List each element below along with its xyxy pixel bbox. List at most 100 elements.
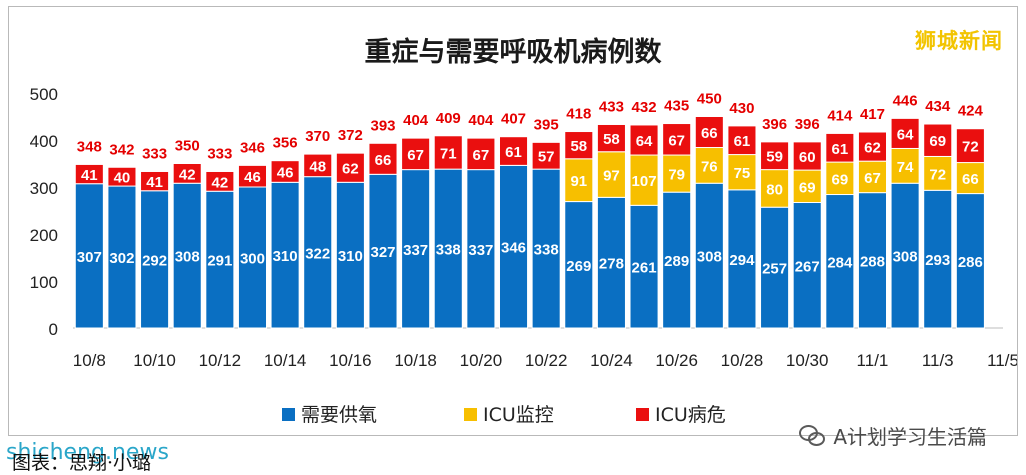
- bar-icu-critical: [955, 128, 985, 164]
- bar-icu-critical: [433, 135, 463, 170]
- bar-icu-critical: [303, 153, 333, 178]
- label-icu-monitor: 75: [734, 165, 751, 182]
- label-oxygen: 293: [925, 252, 950, 269]
- bar-oxygen: [433, 168, 463, 329]
- label-icu-critical: 58: [603, 131, 620, 148]
- label-oxygen: 327: [370, 244, 395, 261]
- bar-oxygen: [498, 164, 529, 329]
- bar-icu-critical: [205, 170, 235, 192]
- label-oxygen: 284: [827, 254, 853, 271]
- bar-icu-critical: [401, 137, 431, 171]
- label-oxygen: 308: [175, 249, 200, 266]
- label-icu-critical: 62: [864, 140, 881, 157]
- label-icu-monitor: 72: [929, 166, 946, 183]
- bar-oxygen: [237, 186, 268, 329]
- label-oxygen: 310: [338, 248, 363, 265]
- x-tick-label: 10/10: [133, 351, 176, 370]
- total-label: 446: [893, 92, 918, 109]
- bar-icu-monitor: [760, 169, 790, 208]
- label-oxygen: 338: [534, 242, 559, 259]
- x-tick-label: 10/16: [329, 351, 372, 370]
- bar-oxygen: [401, 169, 431, 329]
- label-icu-critical: 61: [831, 141, 848, 158]
- bar-oxygen: [727, 189, 757, 329]
- label-oxygen: 302: [109, 250, 134, 267]
- label-oxygen: 307: [77, 249, 102, 266]
- bar-oxygen: [531, 168, 561, 329]
- label-icu-critical: 66: [701, 125, 718, 142]
- bar-oxygen: [760, 206, 790, 329]
- x-tick-label: 10/20: [460, 351, 503, 370]
- legend-oxygen-label: 需要供氧: [301, 404, 377, 426]
- x-tick-label: 10/30: [786, 351, 829, 370]
- bar-icu-critical: [596, 123, 626, 153]
- bar-icu-monitor: [890, 147, 920, 184]
- label-icu-critical: 58: [570, 138, 587, 155]
- label-icu-critical: 61: [734, 133, 751, 150]
- label-icu-monitor: 91: [570, 173, 587, 190]
- total-label: 393: [370, 117, 395, 134]
- chart-svg: 重症与需要呼吸机病例数 0 100 200 300 400 500 307 41 348 302 40…: [30, 37, 1017, 426]
- label-icu-critical: 42: [179, 166, 196, 183]
- label-icu-monitor: 107: [632, 173, 657, 190]
- label-oxygen: 286: [958, 254, 983, 271]
- label-icu-critical: 71: [440, 145, 457, 162]
- total-label: 342: [109, 141, 134, 158]
- site-watermark: shicheng.news: [6, 440, 169, 465]
- bar-icu-monitor: [857, 160, 888, 194]
- label-oxygen: 261: [632, 260, 657, 277]
- label-icu-critical: 48: [309, 158, 326, 175]
- bar-icu-monitor: [923, 155, 953, 191]
- label-icu-critical: 61: [505, 144, 522, 161]
- total-label: 395: [534, 116, 559, 133]
- label-icu-monitor: 74: [897, 159, 914, 176]
- y-tick-label: 200: [30, 226, 58, 245]
- bar-oxygen: [629, 204, 659, 329]
- label-oxygen: 300: [240, 251, 265, 268]
- legend-icu-monitor-label: ICU监控: [483, 404, 554, 426]
- x-tick-label: 10/12: [199, 351, 242, 370]
- x-tick-label: 10/22: [525, 351, 568, 370]
- bar-icu-monitor: [727, 154, 757, 191]
- y-tick-label: 500: [30, 85, 58, 104]
- bar-icu-critical: [890, 117, 920, 149]
- y-tick-label: 400: [30, 132, 58, 151]
- label-oxygen: 278: [599, 256, 624, 273]
- legend-icu-critical-label: ICU病危: [655, 404, 726, 426]
- label-icu-critical: 67: [407, 147, 424, 164]
- label-icu-monitor: 97: [603, 168, 620, 185]
- label-icu-critical: 64: [897, 126, 914, 143]
- bar-icu-critical: [564, 131, 594, 160]
- bar-icu-monitor: [792, 169, 822, 204]
- y-tick-label: 100: [30, 273, 58, 292]
- bar-oxygen: [564, 201, 594, 329]
- total-label: 333: [142, 145, 167, 162]
- label-icu-critical: 72: [962, 139, 979, 156]
- bar-icu-monitor: [955, 162, 985, 195]
- bar-icu-critical: [140, 170, 170, 192]
- bar-icu-critical: [727, 125, 757, 156]
- bar-oxygen: [857, 192, 888, 329]
- wechat-account-name: A计划学习生活篇: [833, 425, 987, 449]
- total-label: 370: [305, 128, 330, 145]
- bar-icu-monitor: [694, 147, 724, 184]
- bar-icu-critical: [498, 136, 529, 166]
- bar-icu-monitor: [662, 154, 692, 193]
- bar-icu-critical: [531, 141, 561, 170]
- bar-icu-critical: [825, 132, 855, 163]
- label-icu-monitor: 69: [831, 171, 848, 188]
- label-icu-critical: 59: [766, 149, 783, 166]
- total-label: 404: [468, 112, 494, 129]
- label-oxygen: 291: [207, 253, 232, 270]
- bar-icu-critical: [466, 137, 496, 171]
- label-icu-critical: 57: [538, 149, 555, 166]
- label-icu-monitor: 69: [799, 179, 816, 196]
- total-label: 430: [729, 100, 754, 117]
- label-icu-critical: 46: [244, 169, 261, 186]
- bar-icu-critical: [335, 152, 365, 183]
- total-label: 372: [338, 127, 363, 144]
- label-icu-critical: 41: [81, 167, 98, 184]
- label-icu-critical: 42: [211, 174, 228, 191]
- x-tick-label: 10/24: [590, 351, 633, 370]
- label-oxygen: 346: [501, 240, 526, 257]
